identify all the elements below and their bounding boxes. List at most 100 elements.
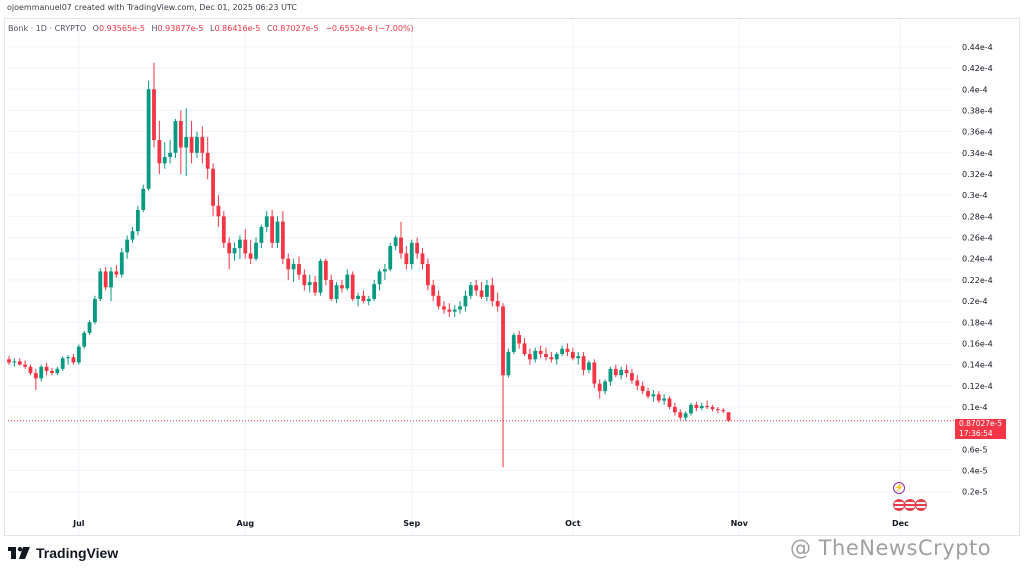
y-tick-label: 0.2e-5 (962, 488, 988, 497)
candle-body (495, 301, 500, 307)
x-tick-label: Nov (731, 519, 749, 528)
candle-body (565, 348, 570, 352)
tradingview-logo[interactable]: TradingView (8, 545, 118, 561)
x-tick-label: Dec (892, 519, 909, 528)
candle-body (366, 298, 371, 302)
high-label: H (151, 24, 158, 33)
candle-body (404, 253, 409, 264)
symbol-label: Bonk · 1D · CRYPTO (8, 24, 87, 33)
candle-body (721, 410, 726, 412)
us-flag-icon[interactable] (915, 499, 927, 511)
high-value: 0.93877e-5 (157, 24, 204, 33)
candle-body (651, 394, 656, 397)
candle-body (399, 237, 403, 254)
candle-body (356, 295, 360, 299)
flash-icon[interactable]: ⚡ (893, 482, 905, 494)
candle-body (28, 366, 33, 374)
candle-body (313, 282, 317, 293)
candle-body (232, 248, 237, 254)
candle-body (280, 221, 285, 259)
gridlines (8, 20, 952, 534)
candle-body (12, 361, 17, 363)
y-tick-label: 0.26e-4 (962, 234, 993, 243)
candle-body (672, 406, 677, 413)
candle-body (533, 350, 538, 360)
close-label: C (267, 24, 273, 33)
candle-body (334, 285, 339, 299)
candle-body (119, 252, 124, 275)
candle-body (307, 282, 312, 286)
candle-body (44, 366, 49, 371)
candle-body (560, 348, 565, 355)
candle-body (195, 136, 199, 153)
change-value: −0.6552e-6 (−7.00%) (325, 24, 414, 33)
candle-body (452, 309, 457, 312)
candle-body (689, 404, 693, 414)
y-tick-label: 0.16e-4 (962, 339, 993, 348)
candle-body (549, 357, 554, 360)
candle-body (442, 306, 446, 310)
candle-body (715, 409, 720, 411)
candle-body (243, 239, 248, 254)
candle-body (587, 362, 591, 370)
candle-body (76, 346, 81, 363)
candle-body (189, 136, 194, 153)
candle-body (152, 89, 156, 141)
x-tick-label: Sep (403, 519, 420, 528)
y-tick-label: 0.14e-4 (962, 361, 993, 370)
candle-body (597, 383, 602, 392)
x-tick-label: Aug (236, 519, 254, 528)
candle-body (662, 398, 667, 401)
candle-body (538, 350, 543, 355)
candle-body (683, 413, 688, 418)
chart-legend: Bonk · 1D · CRYPTO O0.93565e-5 H0.93877e… (8, 24, 414, 33)
candle-body (329, 279, 334, 299)
candle-body (254, 242, 258, 259)
y-tick-label: 0.44e-4 (962, 43, 993, 52)
candle-body (302, 274, 307, 286)
candle-body (216, 205, 221, 217)
candle-body (17, 361, 22, 365)
candle-body (624, 369, 629, 374)
candle-body (458, 306, 462, 310)
watermark: @ TheNewsCrypto (790, 536, 992, 560)
candle-body (82, 332, 87, 347)
candle-body (474, 285, 479, 291)
candle-body (554, 354, 559, 360)
tradingview-logo-text: TradingView (36, 545, 119, 561)
candle-body (613, 368, 618, 376)
candle-body (345, 274, 350, 289)
candle-body (270, 216, 275, 243)
candles (7, 62, 731, 468)
candle-body (259, 226, 264, 243)
candle-body (694, 404, 699, 409)
candle-body (527, 354, 532, 360)
candle-body (581, 356, 586, 370)
y-tick-label: 0.34e-4 (962, 149, 993, 158)
y-tick-label: 0.3e-4 (962, 191, 988, 200)
candle-body (710, 406, 715, 410)
candle-body (377, 271, 382, 285)
last-price-value: 0.87027e-5 (959, 419, 1003, 428)
candle-body (485, 285, 489, 297)
candle-body (640, 385, 645, 392)
candle-body (318, 260, 323, 293)
candle-body (173, 121, 178, 153)
candle-body (323, 260, 328, 280)
candle-body (447, 309, 452, 312)
y-tick-label: 0.28e-4 (962, 212, 993, 221)
candle-body (479, 290, 484, 297)
candle-body (522, 343, 527, 355)
candle-body (415, 242, 420, 254)
candle-body (87, 322, 92, 333)
candle-body (146, 89, 151, 189)
candle-body (55, 368, 60, 374)
candle-body (726, 412, 731, 421)
candle-body (50, 370, 54, 374)
candle-body (388, 245, 393, 270)
candle-body (656, 394, 661, 401)
candle-body (93, 298, 97, 323)
candle-body (463, 295, 468, 307)
candle-body (490, 285, 495, 302)
